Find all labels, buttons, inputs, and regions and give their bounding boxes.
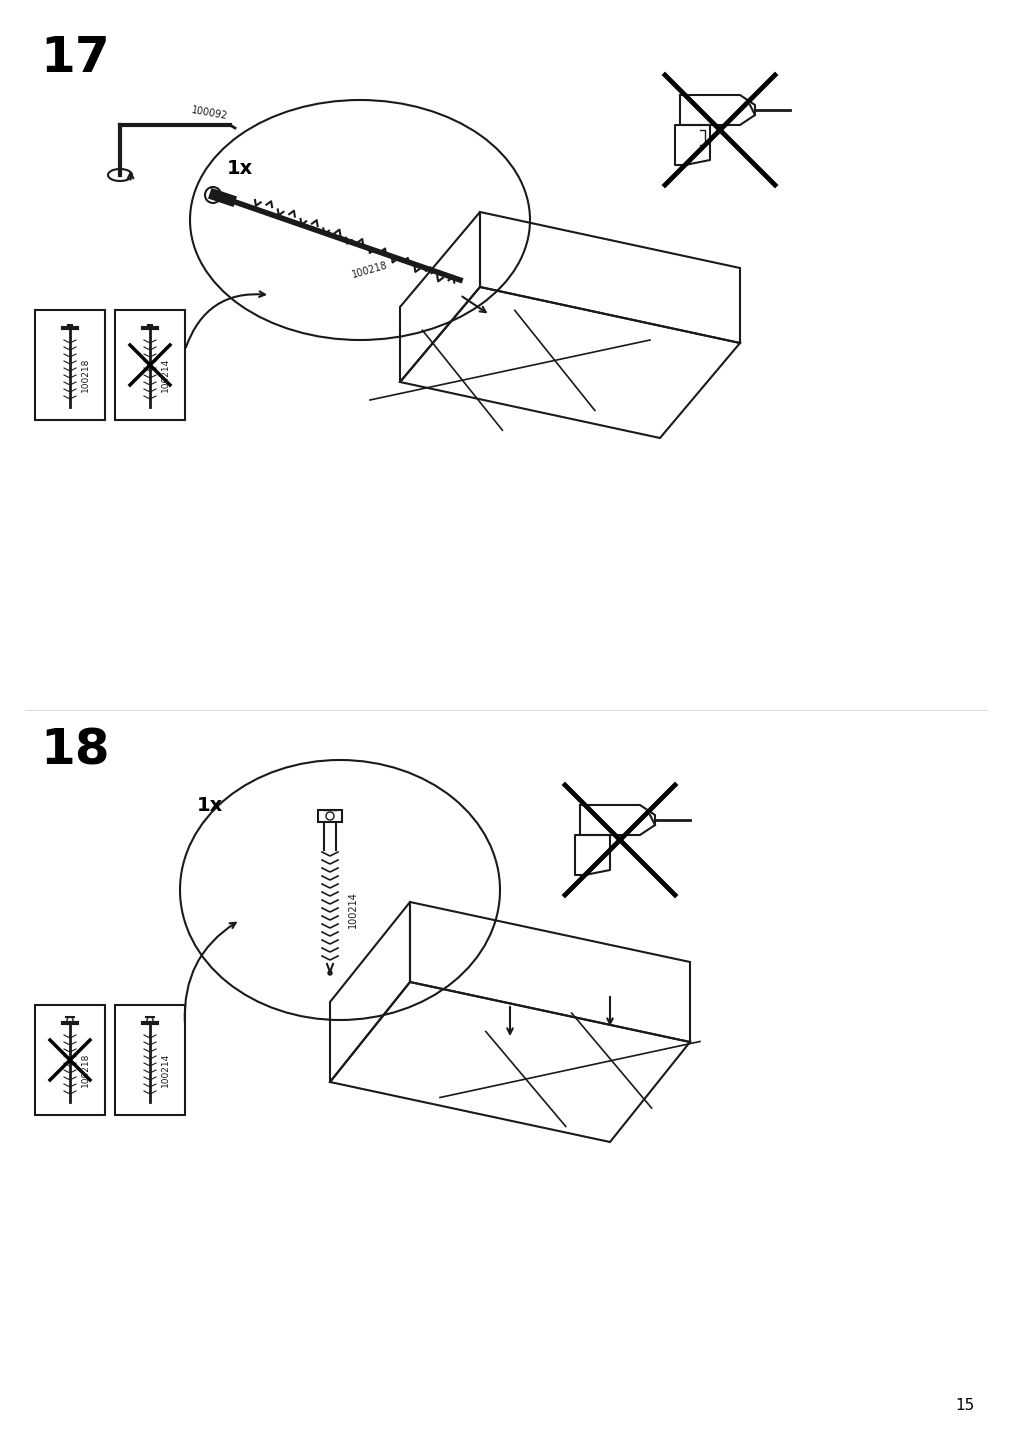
- Text: 100092: 100092: [191, 105, 228, 122]
- Circle shape: [328, 971, 332, 975]
- Text: 18: 18: [40, 726, 110, 775]
- Text: 100214: 100214: [161, 1053, 169, 1087]
- Bar: [35, 309, 105, 420]
- Bar: [115, 1005, 185, 1116]
- Text: 100218: 100218: [81, 1053, 89, 1087]
- Text: 100218: 100218: [351, 261, 388, 279]
- Text: 1x: 1x: [197, 796, 222, 815]
- Text: 100214: 100214: [161, 358, 169, 392]
- Bar: [35, 1005, 105, 1116]
- Text: 1x: 1x: [226, 159, 253, 178]
- Bar: [317, 811, 342, 822]
- Text: 17: 17: [40, 34, 110, 82]
- Text: 100214: 100214: [348, 892, 358, 928]
- Text: 15: 15: [954, 1398, 974, 1412]
- Bar: [115, 309, 185, 420]
- Text: 100218: 100218: [81, 358, 89, 392]
